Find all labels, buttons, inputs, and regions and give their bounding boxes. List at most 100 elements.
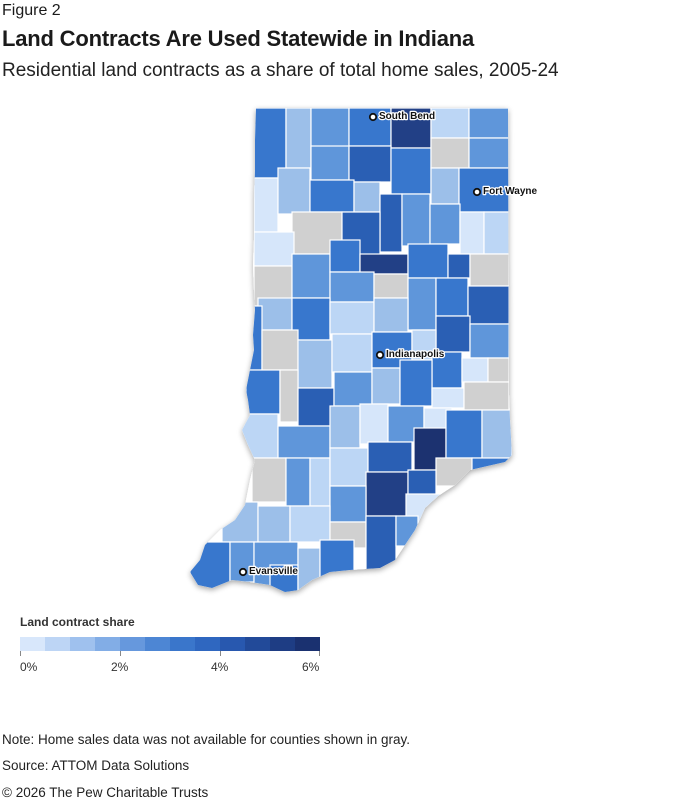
- county: [279, 369, 299, 423]
- county: [297, 387, 335, 427]
- county: [481, 409, 512, 459]
- county: [291, 253, 331, 299]
- legend-swatch: [45, 637, 70, 651]
- county: [348, 145, 392, 183]
- county: [359, 403, 389, 445]
- city-label: South Bend: [379, 111, 435, 122]
- legend-swatch: [120, 637, 145, 651]
- legend-swatch: [145, 637, 170, 651]
- county: [468, 137, 510, 169]
- county: [319, 539, 355, 581]
- city-fort-wayne: Fort Wayne: [472, 185, 539, 198]
- county: [463, 381, 510, 411]
- chart-subtitle: Residential land contracts as a share of…: [2, 60, 559, 81]
- county: [277, 425, 331, 459]
- legend-color-bar: [20, 637, 320, 651]
- county: [309, 179, 355, 213]
- legend-label-2: 2%: [111, 660, 129, 674]
- city-label: Fort Wayne: [483, 186, 538, 197]
- county: [373, 297, 409, 333]
- county: [353, 181, 381, 213]
- county: [468, 108, 510, 139]
- legend-label-6: 6%: [302, 660, 320, 674]
- county: [329, 271, 375, 303]
- legend-swatch: [195, 637, 220, 651]
- source-text: Source: ATTOM Data Solutions: [2, 758, 190, 773]
- county: [407, 469, 437, 499]
- county: [461, 357, 489, 383]
- city-dot: [368, 112, 378, 122]
- legend-tick: [220, 651, 221, 656]
- city-indianapolis: Indianapolis: [375, 348, 446, 361]
- county: [329, 447, 369, 487]
- legend-tick: [319, 651, 320, 656]
- county: [289, 505, 331, 543]
- county: [190, 541, 231, 592]
- city-label: Indianapolis: [386, 349, 445, 360]
- county: [251, 457, 287, 503]
- legend-title: Land contract share: [20, 615, 135, 629]
- legend-label-0: 0%: [20, 660, 38, 674]
- county: [253, 177, 279, 233]
- city-dot: [375, 350, 385, 360]
- legend-swatch: [170, 637, 195, 651]
- county: [371, 367, 401, 405]
- county: [429, 203, 461, 245]
- county: [430, 108, 470, 139]
- county: [257, 505, 291, 543]
- city-evansville: Evansville: [238, 565, 300, 578]
- county: [430, 137, 470, 169]
- county: [253, 231, 295, 267]
- county: [333, 371, 373, 407]
- county: [469, 323, 510, 359]
- county: [221, 501, 259, 543]
- county: [390, 147, 432, 195]
- county: [435, 277, 469, 317]
- county: [379, 193, 403, 253]
- county: [329, 301, 375, 335]
- county: [261, 329, 299, 371]
- county: [487, 357, 510, 383]
- county: [257, 297, 293, 331]
- legend-swatch: [20, 637, 45, 651]
- county: [371, 331, 413, 369]
- county: [367, 441, 413, 473]
- indiana-county-map: South Bend Fort Wayne Indianapolis Evans…: [190, 108, 539, 592]
- county: [390, 108, 432, 149]
- county: [309, 457, 331, 507]
- county: [285, 108, 312, 169]
- legend-swatch: [220, 637, 245, 651]
- legend-swatch: [245, 637, 270, 651]
- county: [285, 457, 311, 507]
- chart-title: Land Contracts Are Used Statewide in Ind…: [2, 26, 475, 51]
- county: [277, 167, 311, 215]
- city-south-bend: South Bend: [368, 110, 436, 123]
- county: [239, 413, 279, 459]
- city-dot: [472, 187, 482, 197]
- county: [329, 485, 367, 523]
- legend-label-4: 4%: [211, 660, 229, 674]
- county: [373, 273, 409, 299]
- county: [297, 339, 333, 389]
- county: [445, 409, 483, 459]
- county: [471, 457, 512, 487]
- note-text: Note: Home sales data was not available …: [2, 732, 410, 747]
- figure-label: Figure 2: [2, 2, 61, 19]
- copyright-text: © 2026 The Pew Charitable Trusts: [2, 785, 209, 800]
- county: [247, 305, 263, 371]
- legend-tick: [20, 651, 21, 656]
- county: [430, 167, 460, 205]
- county: [469, 253, 510, 287]
- county: [269, 564, 299, 592]
- city-label: Evansville: [249, 566, 298, 577]
- county: [458, 167, 510, 213]
- city-dot: [238, 567, 248, 577]
- county: [435, 457, 473, 487]
- county: [395, 515, 419, 547]
- county: [407, 277, 437, 331]
- county: [359, 253, 409, 275]
- county: [401, 193, 431, 247]
- legend-swatch: [270, 637, 295, 651]
- county: [431, 387, 465, 409]
- county: [483, 211, 510, 255]
